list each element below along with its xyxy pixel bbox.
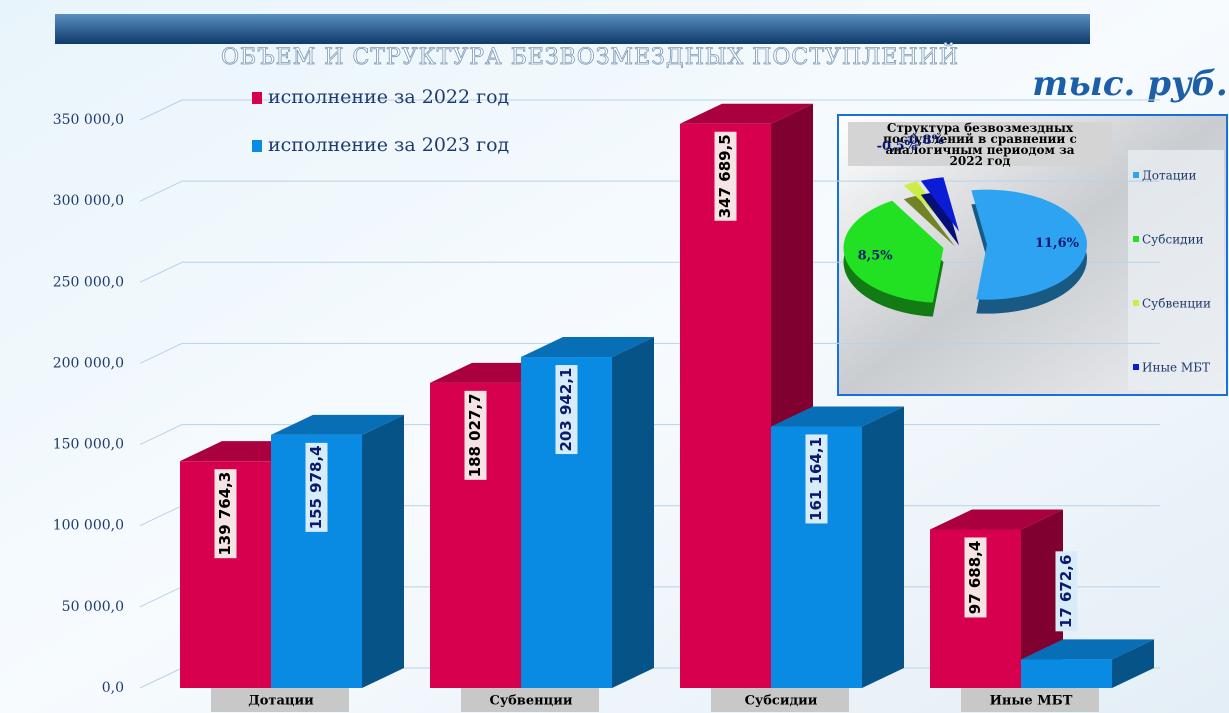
value-label-box: [464, 390, 487, 480]
bar-top: [521, 337, 654, 358]
value-label-box: [305, 442, 328, 532]
bar-side: [1112, 639, 1154, 688]
value-label-box: [555, 365, 578, 455]
legend-label: Дотации: [1142, 169, 1197, 183]
category-box: [961, 688, 1099, 712]
inset-title: Структура безвозмездных поступлений в сра…: [883, 121, 1077, 168]
inset-title-box: [848, 122, 1112, 166]
pie-slice: [971, 189, 1087, 314]
legend-swatch: [1133, 172, 1139, 178]
pie-slice: [920, 177, 960, 246]
bar-top: [271, 414, 404, 435]
category-box: [461, 688, 599, 712]
slice-label: 11,6%: [1035, 236, 1080, 251]
x-tick-label: Иные МБТ: [990, 694, 1073, 709]
slice-top: [843, 200, 944, 303]
value-label: 139 764,3: [216, 472, 234, 556]
bar: [521, 337, 654, 688]
bar: [271, 414, 404, 688]
y-tick-label: 200 000,0: [53, 355, 124, 371]
grid-line: [139, 342, 1160, 364]
grid-line: [139, 180, 1160, 202]
bar-top: [680, 103, 813, 124]
bar: [771, 406, 904, 688]
legend-label: исполнение за 2023 год: [268, 134, 509, 156]
bar-front: [1021, 659, 1112, 688]
value-label: 161 164,1: [807, 437, 825, 521]
bar-top: [930, 509, 1063, 530]
bar: [1021, 639, 1154, 688]
category-box: [711, 688, 849, 712]
x-tick-label: Субсидии: [745, 694, 818, 709]
bar-side: [612, 337, 654, 688]
y-tick-label: 50 000,0: [62, 599, 124, 615]
legend-label: Иные МБТ: [1142, 361, 1210, 375]
value-label: 155 978,4: [307, 445, 325, 529]
bar-top: [771, 406, 904, 427]
bar-side: [862, 406, 904, 688]
slice-depth: [920, 191, 960, 246]
inset-legend-box: [1128, 150, 1224, 390]
grid-line: [139, 99, 1160, 121]
value-label: 97 688,4: [966, 541, 984, 615]
legend-swatch: [252, 92, 262, 104]
grid-line: [139, 261, 1160, 283]
value-label: 347 689,5: [716, 134, 734, 218]
slice-top: [971, 189, 1087, 300]
y-tick-label: 100 000,0: [53, 518, 124, 534]
pie-slice: [843, 200, 944, 317]
unit-label: тыс. руб.: [1032, 64, 1227, 104]
value-label: 203 942,1: [557, 368, 575, 452]
y-tick-label: 350 000,0: [53, 112, 124, 128]
legend-label: Субвенции: [1142, 297, 1211, 311]
legend-swatch: [1133, 364, 1139, 370]
value-label: 188 027,7: [466, 393, 484, 477]
legend-label: Субсидии: [1142, 233, 1204, 247]
value-label-box: [805, 434, 828, 524]
y-tick-label: 300 000,0: [53, 193, 124, 209]
legend-swatch: [1133, 236, 1139, 242]
value-label-box: [714, 131, 737, 221]
value-label-box: [214, 469, 237, 559]
title-band: [55, 14, 1090, 44]
bar-top: [1021, 639, 1154, 660]
y-tick-label: 150 000,0: [53, 437, 124, 453]
slice-depth: [903, 195, 956, 247]
legend-swatch: [252, 140, 262, 152]
y-tick-label: 250 000,0: [53, 274, 124, 290]
slice-top: [920, 177, 960, 232]
x-tick-label: Дотации: [248, 694, 314, 709]
category-box: [211, 688, 349, 712]
chart-title: ОБЪЕМ И СТРУКТУРА БЕЗВОЗМЕЗДНЫХ ПОСТУПЛЕ…: [221, 42, 959, 70]
y-tick-label: 0,0: [102, 680, 124, 696]
slice-label: 8,5%: [858, 249, 894, 264]
value-label-box: [1055, 551, 1078, 632]
x-tick-label: Субвенции: [489, 694, 572, 709]
value-label: 17 672,6: [1057, 555, 1075, 629]
legend-label: исполнение за 2022 год: [268, 86, 509, 108]
bar-side: [362, 414, 404, 688]
slice-label: -0,5%: [877, 139, 918, 154]
bar-side: [1021, 509, 1063, 688]
slice-label: -0,8%: [904, 133, 945, 148]
value-label-box: [964, 537, 987, 618]
legend-swatch: [1133, 300, 1139, 306]
